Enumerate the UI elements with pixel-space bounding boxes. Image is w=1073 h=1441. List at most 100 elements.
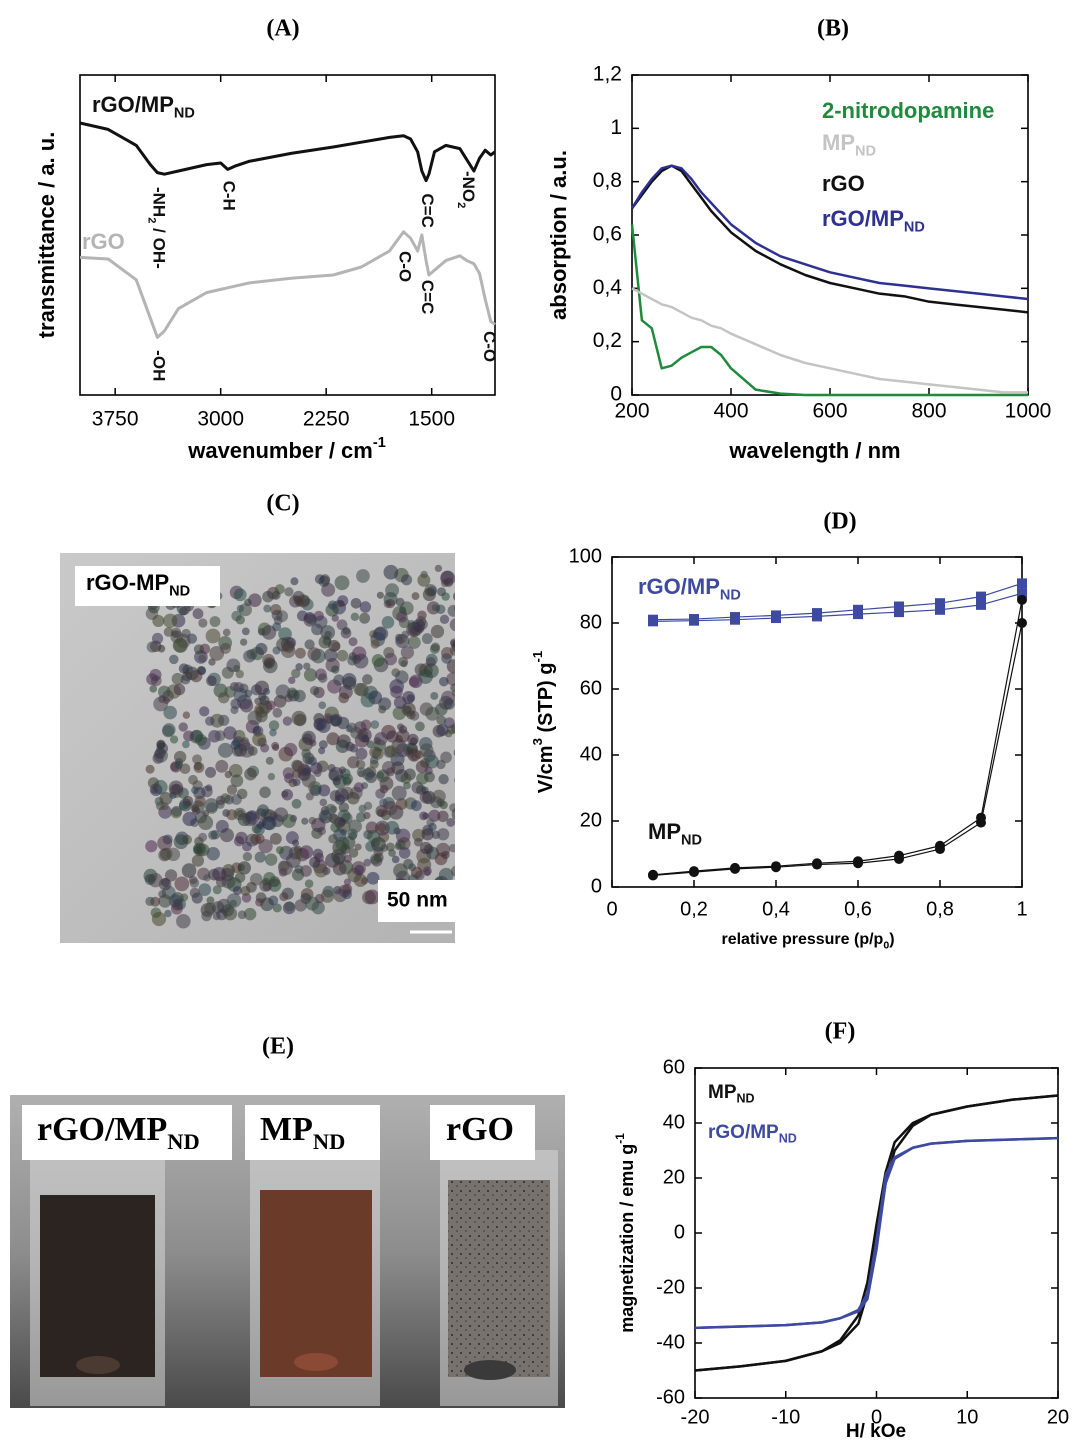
nanoparticle xyxy=(454,777,455,783)
nanoparticle xyxy=(451,640,455,653)
nanoparticle xyxy=(386,730,399,743)
nanoparticle xyxy=(279,892,289,902)
text-part: ND xyxy=(737,1092,755,1106)
nanoparticle xyxy=(288,676,296,685)
text-part: ND xyxy=(855,144,876,160)
nanoparticle xyxy=(406,710,416,720)
nanoparticle xyxy=(205,784,213,792)
annotation: C-H xyxy=(219,181,238,211)
nanoparticle xyxy=(371,654,385,667)
sediment xyxy=(464,1360,516,1380)
nanoparticle xyxy=(353,873,368,887)
x-tick-label: 0,2 xyxy=(680,898,708,920)
nanoparticle xyxy=(338,692,350,704)
nanoparticle xyxy=(416,624,425,633)
nanoparticle xyxy=(438,774,449,785)
nanoparticle xyxy=(395,670,409,684)
nanoparticle xyxy=(395,828,411,844)
nanoparticle xyxy=(293,713,307,727)
nanoparticle xyxy=(172,638,188,653)
nanoparticle xyxy=(292,778,301,787)
nanoparticle xyxy=(231,738,241,748)
nanoparticle xyxy=(370,853,381,865)
nanoparticle xyxy=(208,658,216,666)
sediment xyxy=(76,1356,120,1374)
nanoparticle xyxy=(182,711,191,719)
nanoparticle xyxy=(348,637,358,647)
nanoparticle xyxy=(328,600,338,610)
marker xyxy=(1017,618,1027,628)
text-part: 2-nitrodopamine xyxy=(822,98,994,123)
annotation: C-O xyxy=(479,331,498,362)
x-tick-label: 2250 xyxy=(303,408,350,431)
nanoparticle xyxy=(292,760,305,773)
marker xyxy=(894,850,904,861)
nanoparticle xyxy=(390,685,403,699)
text-part: 0 xyxy=(883,939,889,951)
y-tick-label: 1 xyxy=(610,116,622,139)
nanoparticle xyxy=(242,851,253,862)
series-line xyxy=(631,287,1028,394)
text-part: rGO xyxy=(822,171,865,196)
nanoparticle xyxy=(438,867,454,883)
nanoparticle xyxy=(163,613,178,628)
nanoparticle xyxy=(156,739,166,749)
nanoparticle xyxy=(355,747,368,760)
marker xyxy=(935,840,945,851)
scale-bar-label: 50 nm xyxy=(387,889,448,912)
y-axis-label: V/cm3 (STP) g-1 xyxy=(530,651,557,793)
nanoparticle xyxy=(170,627,182,638)
nanoparticle xyxy=(450,723,455,734)
nanoparticle xyxy=(242,841,252,852)
x-tick-label: 1 xyxy=(1016,898,1027,920)
nanoparticle xyxy=(192,608,204,620)
nanoparticle xyxy=(198,832,208,842)
nanoparticle xyxy=(190,729,204,743)
y-tick-label: 100 xyxy=(569,545,602,567)
nanoparticle xyxy=(253,702,269,718)
nanoparticle xyxy=(430,692,439,700)
nanoparticle xyxy=(290,577,299,586)
nanoparticle xyxy=(401,574,413,586)
nanoparticle xyxy=(415,721,425,732)
nanoparticle xyxy=(228,763,243,778)
nanoparticle xyxy=(176,913,191,929)
x-tick-label: -10 xyxy=(771,1406,800,1428)
y-tick-label: 20 xyxy=(663,1166,685,1188)
nanoparticle xyxy=(430,624,445,639)
nanoparticle xyxy=(248,593,262,607)
text-part: rGO/MP xyxy=(708,1122,779,1143)
nanoparticle xyxy=(258,692,267,701)
nanoparticle xyxy=(145,840,158,853)
nanoparticle xyxy=(281,813,296,829)
nanoparticle xyxy=(422,588,436,602)
nanoparticle xyxy=(169,735,179,744)
nanoparticle xyxy=(407,748,421,762)
nanoparticle xyxy=(361,734,370,743)
nanoparticle xyxy=(356,767,367,778)
y-tick-label: 0 xyxy=(674,1221,685,1243)
nanoparticle xyxy=(358,804,367,813)
y-tick-label: -40 xyxy=(656,1331,685,1353)
x-tick-label: 0,8 xyxy=(926,898,954,920)
nanoparticle xyxy=(376,808,385,817)
nanoparticle xyxy=(335,836,350,851)
nanoparticle xyxy=(237,863,245,872)
text-part: 2 xyxy=(145,217,157,223)
nanoparticle xyxy=(355,812,366,823)
legend-label: rGO/MPND xyxy=(92,92,195,122)
nanoparticle xyxy=(291,668,301,679)
text-part: ND xyxy=(169,584,190,600)
nanoparticle xyxy=(231,610,242,622)
nanoparticle xyxy=(158,894,172,908)
legend-label: rGO xyxy=(82,229,125,254)
y-tick-label: 60 xyxy=(663,1056,685,1078)
x-tick-label: 0 xyxy=(871,1406,882,1428)
text-part: magnetization / emu g xyxy=(617,1144,637,1333)
nanoparticle xyxy=(185,666,199,681)
nanoparticle xyxy=(218,714,230,727)
nanoparticle xyxy=(431,604,439,612)
text-part: ND xyxy=(904,220,925,236)
legend-label: rGO/MPND xyxy=(708,1122,797,1146)
nanoparticle xyxy=(256,804,270,817)
